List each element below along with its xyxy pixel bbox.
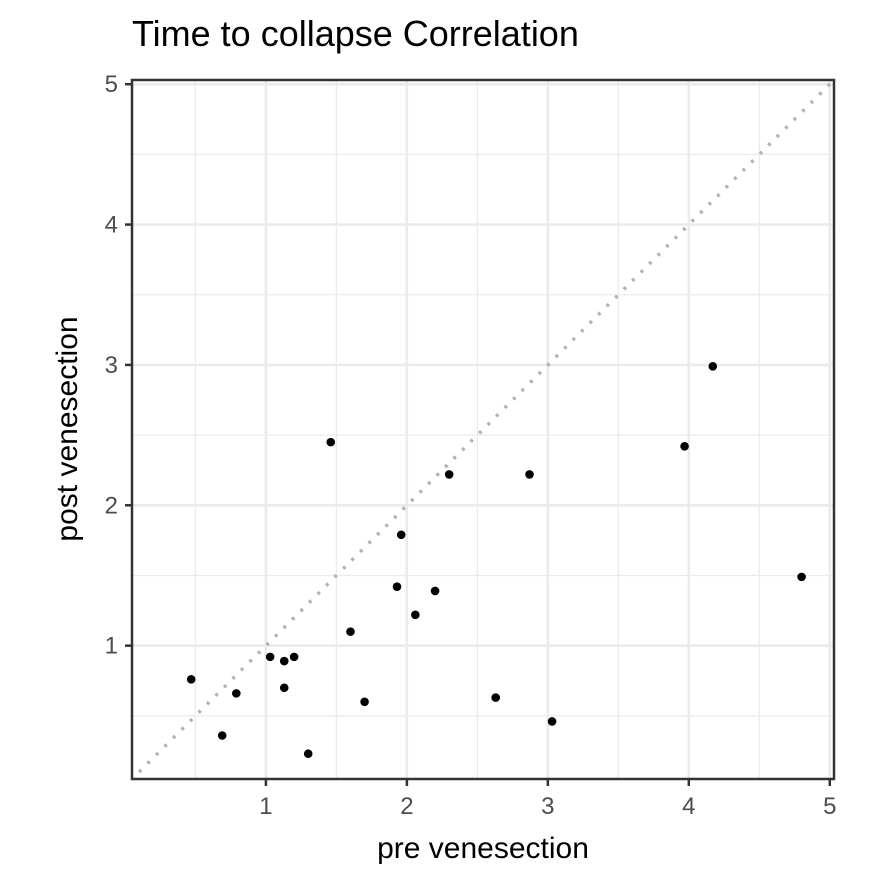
data-point: [289, 652, 299, 662]
data-point: [392, 582, 402, 592]
data-point: [708, 362, 718, 371]
data-point: [346, 627, 355, 636]
data-point: [396, 530, 406, 540]
data-point: [525, 470, 534, 479]
y-tick-label: 4: [105, 212, 118, 239]
data-points: [186, 362, 806, 759]
data-point: [303, 749, 313, 759]
data-point: [360, 697, 369, 707]
y-tick-label: 1: [105, 633, 118, 660]
data-point: [186, 675, 196, 684]
reference-line: [137, 78, 836, 774]
grid-major: [132, 80, 834, 779]
x-tick-label: 5: [823, 793, 836, 820]
data-point: [217, 731, 227, 740]
chart-title: Time to collapse Correlation: [132, 13, 579, 54]
data-point: [444, 470, 454, 479]
data-point: [491, 693, 500, 702]
y-tick-label: 2: [105, 492, 118, 519]
x-tick-label: 4: [682, 793, 695, 820]
data-point: [430, 586, 440, 596]
x-axis-ticks: 1 2 3 4 5: [259, 779, 836, 820]
data-point: [797, 572, 806, 582]
x-tick-label: 2: [400, 793, 413, 820]
panel-border: [130, 78, 836, 781]
y-axis-title: post venesection: [51, 316, 84, 541]
data-point: [265, 652, 275, 662]
y-tick-label: 3: [105, 352, 118, 379]
data-point: [232, 689, 241, 698]
data-point: [547, 717, 557, 726]
y-tick-label: 5: [105, 71, 118, 98]
x-tick-label: 1: [259, 793, 272, 820]
x-axis-title: pre venesection: [377, 832, 589, 865]
x-tick-label: 3: [541, 793, 554, 820]
data-point: [411, 610, 420, 620]
data-point: [279, 656, 289, 666]
grid-minor: [132, 80, 834, 779]
reference-line-group: [137, 78, 836, 774]
data-point: [680, 442, 689, 451]
y-axis-ticks: 1 2 3 4 5: [105, 71, 132, 660]
data-point: [279, 683, 289, 693]
data-point: [326, 437, 336, 447]
